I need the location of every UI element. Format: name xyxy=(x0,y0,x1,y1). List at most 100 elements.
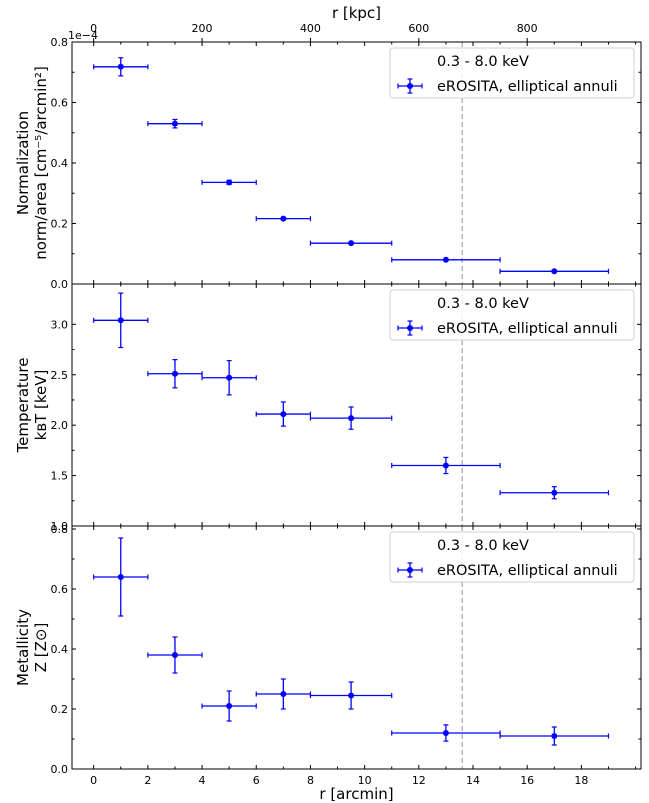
data-marker xyxy=(280,691,287,697)
legend: 0.3 - 8.0 keV eROSITA, elliptical annuli xyxy=(389,289,635,341)
legend-marker xyxy=(407,83,413,89)
data-point xyxy=(93,292,149,349)
y-tick-label: 0.8 xyxy=(51,36,69,49)
data-point xyxy=(93,537,149,617)
legend-box xyxy=(389,289,635,341)
top-x-tick-label: 400 xyxy=(300,22,321,35)
y-tick-label: 0.6 xyxy=(51,97,69,110)
x-tick-label: 16 xyxy=(520,774,534,787)
legend-box xyxy=(389,531,635,583)
data-point xyxy=(499,726,610,746)
panel-frame xyxy=(71,525,642,770)
data-point xyxy=(309,406,393,430)
x-tick-label: 8 xyxy=(307,774,314,787)
y-axis-title-line: kʙT [keV] xyxy=(32,370,50,441)
data-marker xyxy=(280,215,287,222)
data-point xyxy=(255,401,312,427)
y-tick-label: 1.5 xyxy=(51,470,69,483)
panel-3: 0.0 0.2 0.4 0.6 0.8 MetallicityZ [Z⊙] 0.3 - 8.… xyxy=(14,523,642,776)
x-tick-label: 6 xyxy=(253,774,260,787)
x-axis-title: r [arcmin] xyxy=(319,785,393,803)
y-axis-title: Normalizationnorm/area [cm⁻⁵/arcmin²] xyxy=(14,66,50,260)
y-axis-title-line: Metallicity xyxy=(14,609,32,686)
legend-title: 0.3 - 8.0 keV xyxy=(437,538,529,554)
data-marker xyxy=(280,411,287,418)
data-marker xyxy=(117,317,124,324)
data-marker xyxy=(348,415,355,422)
data-marker xyxy=(551,733,558,739)
data-marker xyxy=(171,652,178,658)
x-tick-label: 12 xyxy=(412,774,426,787)
data-marker xyxy=(117,574,124,580)
data-point xyxy=(309,240,393,247)
y-tick-label: 3.0 xyxy=(51,318,69,331)
data-marker xyxy=(442,730,449,736)
legend: 0.3 - 8.0 keV eROSITA, elliptical annuli xyxy=(389,47,635,99)
y-axis-title: TemperaturekʙT [keV] xyxy=(14,357,50,453)
y-axis-title-line: norm/area [cm⁻⁵/arcmin²] xyxy=(32,66,50,260)
top-x-axis-title: r [kpc] xyxy=(332,4,381,22)
data-point xyxy=(309,681,393,710)
offset-text: 1e−4 xyxy=(68,29,98,42)
data-point xyxy=(201,179,257,186)
y-tick-label: 2.5 xyxy=(51,369,69,382)
legend: 0.3 - 8.0 keV eROSITA, elliptical annuli xyxy=(389,531,635,583)
y-axis-title: MetallicityZ [Z⊙] xyxy=(14,609,50,686)
legend-title: 0.3 - 8.0 keV xyxy=(437,54,529,70)
legend-label: eROSITA, elliptical annuli xyxy=(437,321,618,337)
top-x-tick-label: 800 xyxy=(517,22,538,35)
x-tick-label: 2 xyxy=(144,774,151,787)
data-marker xyxy=(117,63,124,70)
y-tick-label: 0.2 xyxy=(51,218,69,231)
data-marker xyxy=(442,462,449,469)
y-axis-title-line: Z [Z⊙] xyxy=(32,623,50,673)
legend-marker xyxy=(407,567,413,573)
legend-title: 0.3 - 8.0 keV xyxy=(437,296,529,312)
data-point xyxy=(499,486,610,500)
top-x-tick-label: 600 xyxy=(408,22,429,35)
data-point xyxy=(201,360,257,396)
panel-1: 0.0 0.2 0.4 0.6 0.81e−4 Normalizationnorm/are… xyxy=(14,29,642,291)
y-tick-label: 0.0 xyxy=(51,278,69,291)
data-point xyxy=(93,57,149,77)
y-tick-label: 0.4 xyxy=(51,157,69,170)
x-tick-label: 14 xyxy=(466,774,480,787)
data-marker xyxy=(551,489,558,496)
data-point xyxy=(391,256,501,263)
data-marker xyxy=(171,120,178,127)
data-marker xyxy=(226,703,233,709)
legend-label: eROSITA, elliptical annuli xyxy=(437,79,618,95)
data-marker xyxy=(226,374,233,381)
data-point xyxy=(391,456,501,475)
data-marker xyxy=(442,256,449,263)
data-marker xyxy=(551,268,558,275)
data-point xyxy=(147,118,203,129)
data-marker xyxy=(348,692,355,699)
x-tick-label: 0 xyxy=(90,774,97,787)
top-x-tick-label: 200 xyxy=(192,22,213,35)
y-tick-label: 0.4 xyxy=(51,643,69,656)
y-axis-title-line: Normalization xyxy=(14,111,32,215)
data-point xyxy=(391,724,501,742)
top-x-tick-label: 0 xyxy=(90,22,97,35)
legend-box xyxy=(389,47,635,99)
data-point xyxy=(255,678,312,710)
panel-2: 1.0 1.5 2.0 2.5 3.0 TemperaturekʙT [keV] 0.3 -… xyxy=(14,283,642,533)
x-tick-label: 18 xyxy=(574,774,588,787)
data-marker xyxy=(171,370,178,377)
data-point xyxy=(255,215,312,222)
data-point xyxy=(201,690,257,722)
y-axis-title-line: Temperature xyxy=(14,357,32,453)
y-tick-label: 0.2 xyxy=(51,703,69,716)
data-point xyxy=(147,359,203,389)
x-tick-label: 4 xyxy=(199,774,206,787)
data-point xyxy=(147,636,203,674)
y-tick-label: 1.0 xyxy=(51,520,69,533)
data-marker xyxy=(226,179,233,186)
data-marker xyxy=(348,240,355,247)
legend-label: eROSITA, elliptical annuli xyxy=(437,563,618,579)
y-tick-label: 0.8 xyxy=(51,523,69,536)
legend-marker xyxy=(407,325,413,331)
data-point xyxy=(499,268,610,275)
